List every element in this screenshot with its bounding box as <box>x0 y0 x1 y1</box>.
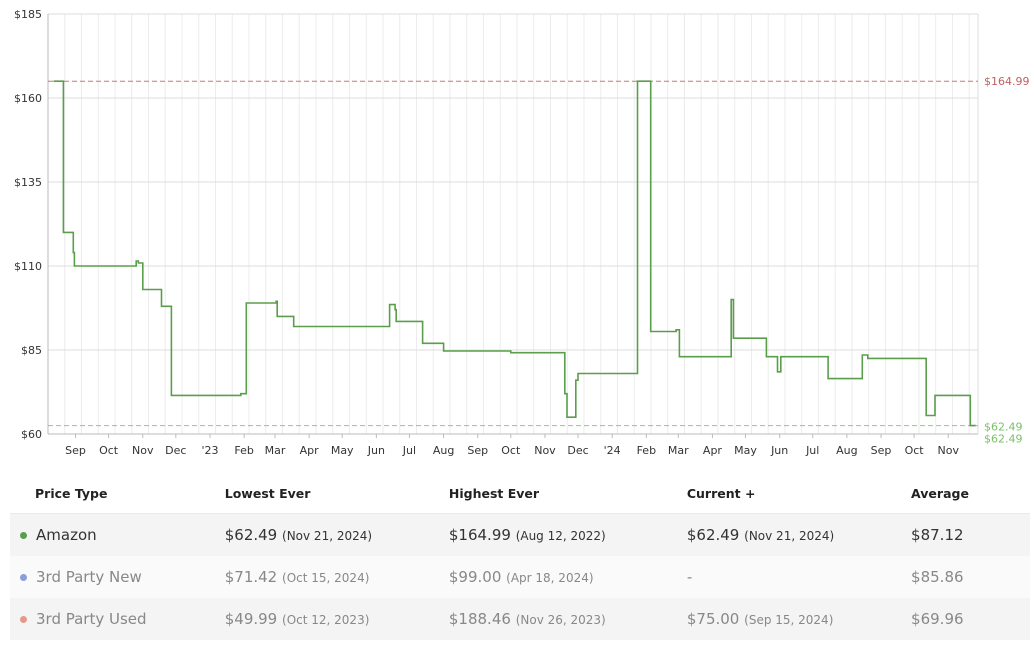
average-cell: $85.86 <box>911 556 1030 598</box>
x-tick-label: Feb <box>234 444 253 457</box>
x-tick-label: Mar <box>265 444 286 457</box>
x-tick-label: Sep <box>871 444 892 457</box>
lowest-price: $49.99 <box>224 610 278 628</box>
y-tick-label: $110 <box>14 260 42 273</box>
price-type-label: 3rd Party Used <box>36 610 147 628</box>
current-cell: $62.49 (Nov 21, 2024) <box>686 513 912 556</box>
x-tick-label: May <box>331 444 354 457</box>
table-row: Amazon $62.49 (Nov 21, 2024) $164.99 (Au… <box>10 513 1030 556</box>
y-tick-label: $60 <box>21 428 42 441</box>
current-price-label: $62.49 <box>984 433 1023 446</box>
current-price: - <box>686 568 693 586</box>
price-history-chart: $60 $85 $110 $135 $160 $185 Sep Oct Nov Dec '23 Feb… <box>14 8 1030 457</box>
current-price-label: $62.49 <box>984 421 1023 434</box>
x-tick-label: May <box>734 444 757 457</box>
x-tick-label: Jun <box>367 444 385 457</box>
header-lowest-ever: Lowest Ever <box>224 473 449 514</box>
x-tick-label: Sep <box>467 444 488 457</box>
x-tick-label: '24 <box>604 444 621 457</box>
lowest-price: $62.49 <box>224 526 278 544</box>
x-tick-label: Apr <box>300 444 320 457</box>
third-party-used-dot-icon <box>20 615 27 623</box>
x-tick-label: Jul <box>805 444 819 457</box>
lowest-cell: $62.49 (Nov 21, 2024) <box>224 513 449 556</box>
x-tick-label: Dec <box>567 444 588 457</box>
price-type-label: 3rd Party New <box>36 568 142 586</box>
lowest-price: $71.42 <box>224 568 278 586</box>
y-tick-label: $185 <box>14 8 42 21</box>
average-cell: $87.12 <box>911 513 1030 556</box>
x-tick-label: Mar <box>668 444 689 457</box>
x-tick-label: Aug <box>836 444 857 457</box>
header-average: Average <box>911 473 1030 514</box>
price-type-label: Amazon <box>36 526 97 544</box>
price-chart-svg: $60 $85 $110 $135 $160 $185 Sep Oct Nov Dec '23 Feb… <box>14 8 1030 457</box>
x-tick-label: Dec <box>165 444 186 457</box>
x-tick-label: Sep <box>65 444 86 457</box>
x-tick-label: Apr <box>703 444 723 457</box>
x-tick-label: Jul <box>402 444 416 457</box>
highest-price: $188.46 <box>448 610 511 628</box>
y-tick-label: $135 <box>14 176 42 189</box>
x-tick-label: Nov <box>938 444 960 457</box>
current-date: (Nov 21, 2024) <box>744 529 835 543</box>
average-price: $87.12 <box>911 526 964 544</box>
table-header-row: Price Type Lowest Ever Highest Ever Curr… <box>10 473 1030 514</box>
table-row: 3rd Party New $71.42 (Oct 15, 2024) $99.… <box>10 556 1030 598</box>
price-line-amazon <box>53 80 976 427</box>
header-price-type: Price Type <box>10 473 225 514</box>
third-party-new-dot-icon <box>20 573 27 581</box>
x-tick-label: Nov <box>132 444 154 457</box>
highest-price: $99.00 <box>448 568 502 586</box>
x-tick-label: Feb <box>637 444 656 457</box>
header-current[interactable]: Current + <box>686 473 912 514</box>
average-price: $69.96 <box>911 610 964 628</box>
highest-cell: $164.99 (Aug 12, 2022) <box>448 513 687 556</box>
y-tick-label: $160 <box>14 92 42 105</box>
x-tick-label: Aug <box>433 444 454 457</box>
x-tick-label: Oct <box>905 444 925 457</box>
price-summary-table: Price Type Lowest Ever Highest Ever Curr… <box>10 473 1030 640</box>
highest-price: $164.99 <box>448 526 511 544</box>
lowest-date: (Oct 15, 2024) <box>282 571 370 585</box>
average-price: $85.86 <box>911 568 964 586</box>
current-price: $62.49 <box>686 526 740 544</box>
x-tick-label: Oct <box>501 444 521 457</box>
reference-label: $164.99 <box>984 75 1030 88</box>
current-price: $75.00 <box>686 610 740 628</box>
lowest-cell: $71.42 (Oct 15, 2024) <box>224 556 449 598</box>
price-type-cell: Amazon <box>10 513 225 556</box>
lowest-date: (Oct 12, 2023) <box>282 613 370 627</box>
lowest-date: (Nov 21, 2024) <box>282 529 373 543</box>
lowest-cell: $49.99 (Oct 12, 2023) <box>224 598 449 640</box>
x-tick-label: '23 <box>201 444 218 457</box>
highest-cell: $99.00 (Apr 18, 2024) <box>448 556 687 598</box>
x-tick-label: Nov <box>534 444 556 457</box>
table-row: 3rd Party Used $49.99 (Oct 12, 2023) $18… <box>10 598 1030 640</box>
current-date: (Sep 15, 2024) <box>744 613 834 627</box>
highest-cell: $188.46 (Nov 26, 2023) <box>448 598 687 640</box>
header-highest-ever[interactable]: Highest Ever <box>448 473 687 514</box>
current-cell: $75.00 (Sep 15, 2024) <box>686 598 912 640</box>
price-type-cell: 3rd Party Used <box>10 598 225 640</box>
price-type-cell: 3rd Party New <box>10 556 225 598</box>
x-tick-label: Oct <box>99 444 119 457</box>
x-tick-label: Jun <box>770 444 788 457</box>
highest-date: (Apr 18, 2024) <box>506 571 594 585</box>
current-cell: - <box>686 556 912 598</box>
highest-date: (Nov 26, 2023) <box>515 613 606 627</box>
y-tick-label: $85 <box>21 344 42 357</box>
amazon-dot-icon <box>20 531 27 539</box>
average-cell: $69.96 <box>911 598 1030 640</box>
highest-date: (Aug 12, 2022) <box>515 529 606 543</box>
